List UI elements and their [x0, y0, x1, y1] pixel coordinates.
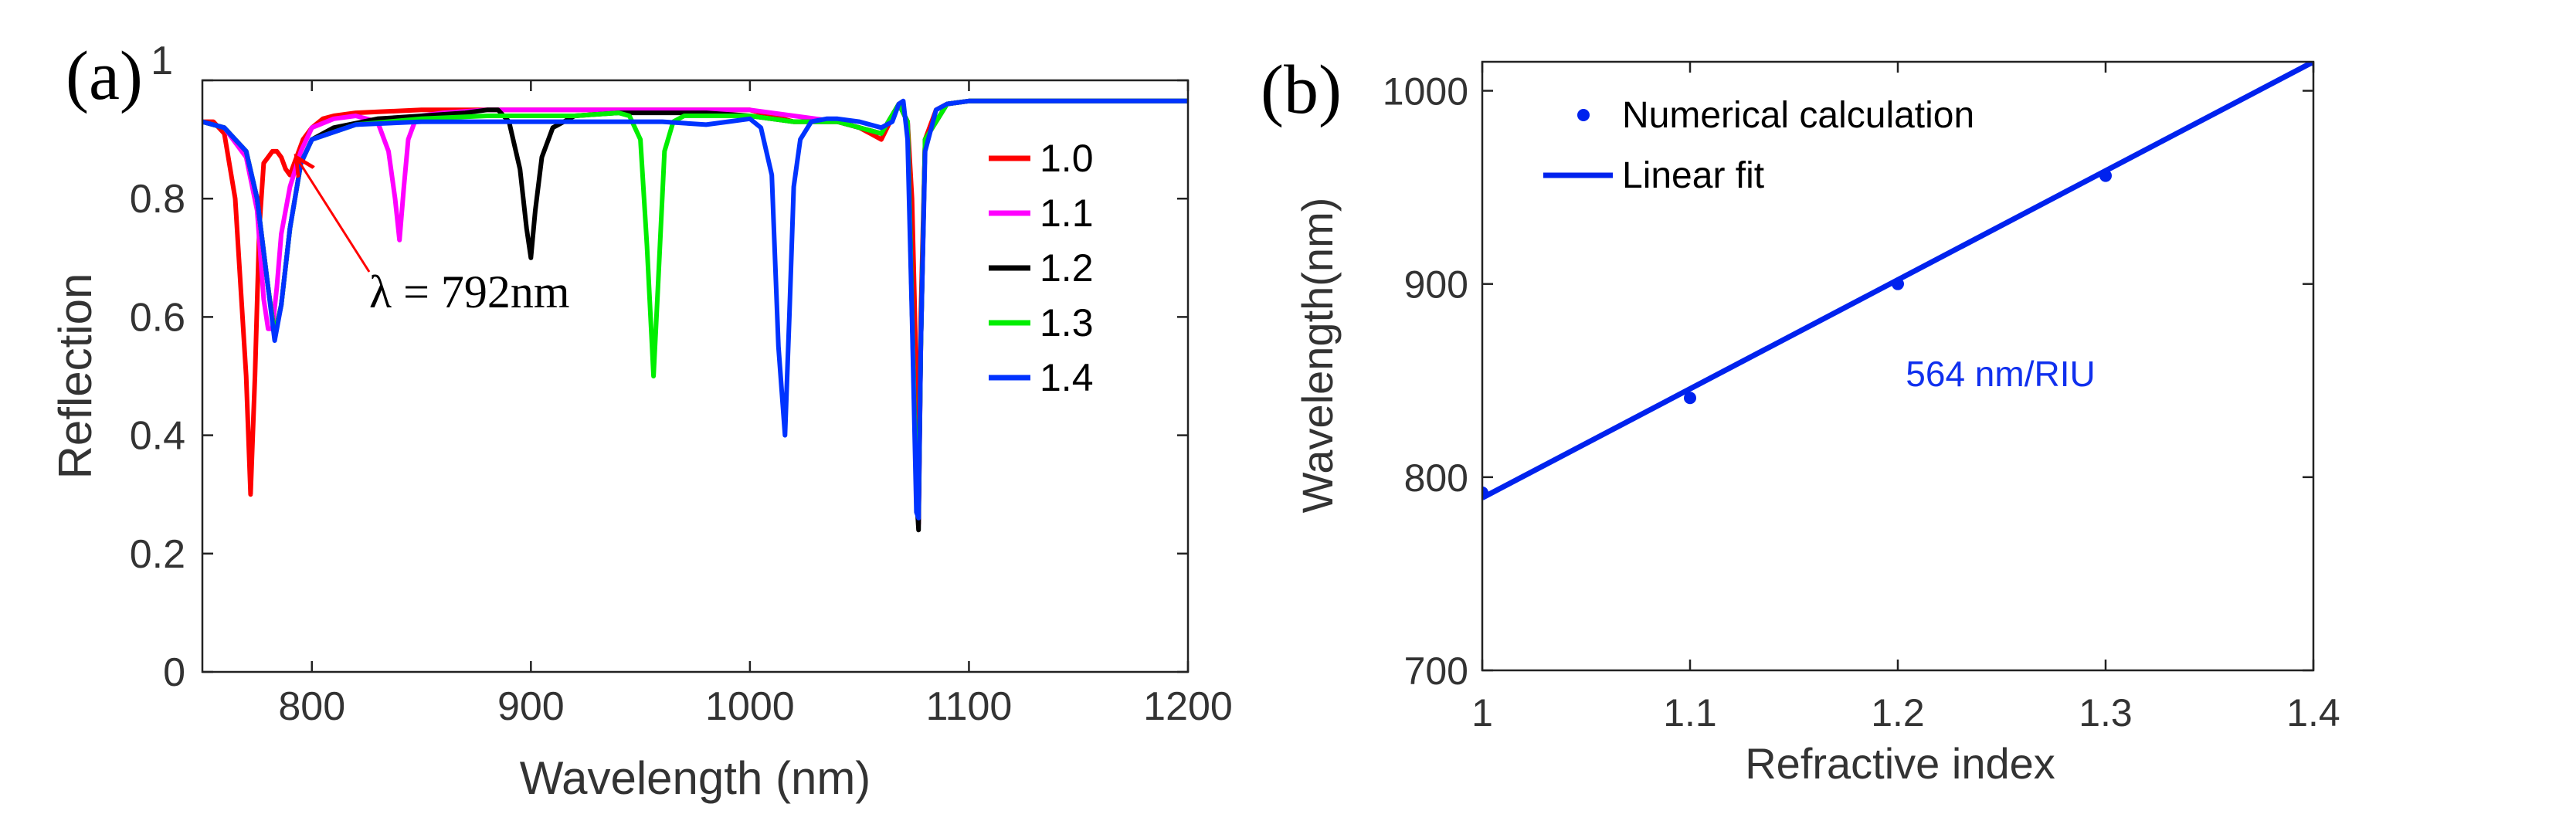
panel-a-legend-label: 1.2: [1040, 246, 1094, 290]
panel-b-y-tick-label: 700: [1404, 650, 1468, 693]
panel-a-legend: 1.0 1.1 1.2 1.3 1.4: [989, 137, 1094, 399]
panel-a-y-tick-label: 0.4: [130, 414, 185, 459]
panel-b-data-point: [1482, 486, 1488, 499]
panel-b-legend: Numerical calculation Linear fit: [1543, 95, 1974, 196]
panel-a-x-tick-label: 1200: [1143, 684, 1233, 729]
panel-b-y-ticks: 700 800 900 1000: [1383, 70, 2313, 693]
panel-a-y-tick-label: 0.6: [130, 295, 185, 340]
panel-a-y-axis-label: Reflection: [49, 273, 101, 480]
panel-a-y-tick-label: 0.2: [130, 532, 185, 577]
panel-a-annotation-text: λ = 792nm: [369, 266, 570, 317]
panel-b-data-point: [2099, 169, 2112, 182]
panel-b-y-tick-label: 1000: [1383, 70, 1468, 114]
panel-a-x-tick-label: 1100: [926, 684, 1013, 729]
panel-b-x-ticks: 1 1.1 1.2 1.3 1.4: [1471, 62, 2340, 734]
panel-a-label: (a): [66, 38, 143, 114]
panel-a-legend-label: 1.0: [1040, 137, 1094, 180]
panel-a-plot-area: [202, 98, 1188, 533]
panel-b-x-axis-label: Refractive index: [1745, 739, 2055, 788]
panel-a-x-ticks: 800 900 1000 1100 1200: [278, 80, 1233, 729]
panel-a-annotation-arrow: [297, 159, 371, 273]
panel-b-legend-marker: [1577, 109, 1590, 121]
panel-b-y-tick-label: 900: [1404, 263, 1468, 307]
panel-b-x-tick-label: 1.4: [2286, 691, 2340, 734]
panel-a-legend-label: 1.3: [1040, 301, 1094, 344]
panel-b-y-tick-label: 800: [1404, 456, 1468, 500]
panel-b-data-point: [2307, 62, 2313, 66]
panel-a-y-tick-label: 0.8: [130, 177, 185, 222]
panel-b-axes-box: [1481, 60, 2315, 672]
panel-a-series-line-1-4: [202, 98, 1188, 521]
panel-a-x-tick-label: 1000: [705, 684, 795, 729]
panel-b-x-tick-label: 1.3: [2079, 691, 2133, 734]
panel-a-x-axis-label: Wavelength (nm): [520, 752, 871, 804]
panel-b-slope-annotation: 564 nm/RIU: [1906, 354, 2095, 394]
panel-a-y-tick-label: 0: [163, 650, 185, 695]
panel-a-x-tick-label: 800: [278, 684, 345, 729]
panel-a-x-tick-label: 900: [497, 684, 565, 729]
panel-b-y-axis-label: Wavelength(nm): [1293, 198, 1342, 514]
panel-a-y-tick-label: 1: [151, 39, 173, 83]
panel-b-data-point: [1684, 392, 1696, 405]
panel-a-legend-label: 1.4: [1040, 356, 1094, 399]
panel-b-legend-label: Numerical calculation: [1622, 95, 1974, 136]
panel-b-x-tick-label: 1.2: [1871, 691, 1925, 734]
panel-a-legend-label: 1.1: [1040, 192, 1094, 235]
panel-b: (b) 1 1.1 1.2 1.3 1.4 700 800 900 1000 Refracti…: [1261, 52, 2340, 788]
panel-b-data-point: [1892, 277, 1904, 290]
panel-b-x-tick-label: 1: [1471, 691, 1493, 734]
panel-b-x-tick-label: 1.1: [1663, 691, 1717, 734]
panel-a: (a) 800 900 1000 1100 1200 0 0.2 0.4 0.6 0.8 1 Wa…: [49, 38, 1233, 804]
panel-a-y-ticks: 0 0.2 0.4 0.6 0.8 1: [130, 39, 1188, 695]
panel-a-axes-box: [201, 79, 1190, 673]
panel-b-legend-label: Linear fit: [1622, 155, 1764, 196]
panel-b-label: (b): [1261, 52, 1342, 128]
panel-b-plot-area: [1482, 62, 2313, 500]
